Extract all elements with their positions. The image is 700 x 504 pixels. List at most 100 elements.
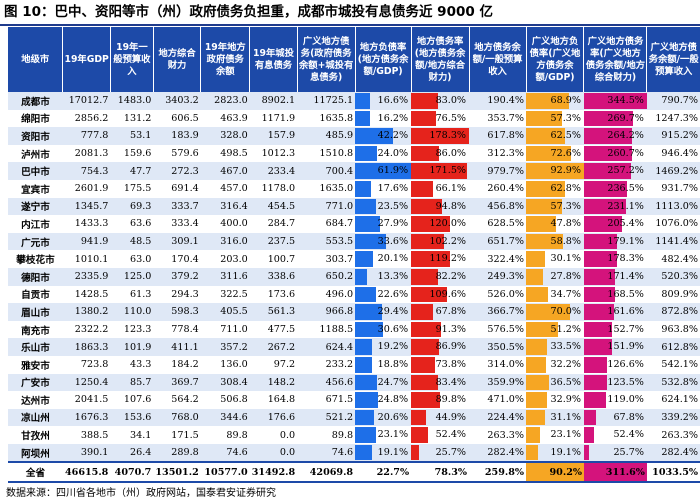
debt-fin-bar (411, 93, 439, 109)
broad-gdp-cell: 72.6% (526, 144, 584, 163)
budget-revenue-cell: 110.0 (110, 303, 154, 321)
debt-budget-cell: 259.8% (469, 461, 527, 484)
debt-budget-cell: 282.4% (469, 443, 527, 463)
broad-gdp-cell: 33.5% (526, 338, 584, 356)
col-header-fiscal-capacity: 地方综合财力 (153, 27, 202, 92)
broad-fin-bar (583, 145, 632, 162)
broad-fin-cell: 52.4% (583, 426, 647, 444)
debt-budget-cell: 190.4% (469, 92, 527, 110)
table-row: 广元市 941.9 48.5 309.1 316.0 237.5 553.5 33.6% 102… (8, 232, 700, 251)
debt-fin-value: 82.2% (435, 270, 467, 282)
gov-debt-cell: 311.6 (200, 267, 250, 286)
broad-fin-cell: 178.3% (583, 250, 647, 268)
debt-gdp-cell: 22.6% (355, 285, 412, 304)
broad-gdp-bar (526, 392, 547, 408)
debt-fin-bar (411, 268, 438, 285)
broad-debt-cell: 1635.0 (297, 179, 356, 198)
broad-gdp-cell: 34.7% (526, 285, 584, 304)
broad-budget-cell: 1247.3% (646, 109, 700, 128)
broad-fin-cell: 151.9% (583, 338, 647, 356)
table-row: 遂宁市 1345.7 69.3 333.7 316.4 454.5 771.0 23.5% 94… (8, 197, 700, 216)
ctc-debt-cell: 157.9 (249, 127, 298, 145)
debt-fin-bar (411, 233, 445, 250)
table-body: 成都市 17012.7 1483.0 3403.2 2823.0 8902.1 11725.… (8, 92, 700, 484)
debt-fin-cell: 109.6% (411, 285, 470, 304)
broad-gdp-cell: 30.1% (526, 250, 584, 268)
gov-debt-cell: 74.6 (200, 443, 250, 463)
broad-gdp-value: 33.5% (550, 341, 581, 353)
broad-gdp-cell: 90.2% (526, 461, 584, 484)
col-header-gov-debt: 19年地方政府债务余额 (200, 27, 251, 92)
debt-fin-value: 171.5% (429, 165, 467, 177)
debt-gdp-bar (355, 93, 371, 109)
debt-gdp-cell: 13.3% (355, 267, 412, 286)
broad-debt-cell: 1510.8 (297, 144, 356, 163)
broad-gdp-cell: 19.1% (526, 443, 584, 463)
broad-fin-bar (583, 128, 633, 144)
gov-debt-cell: 328.0 (200, 127, 250, 145)
gdp-cell: 1010.1 (62, 250, 111, 268)
source-note: 数据来源：四川省各地市（州）政府网站，国泰君安证券研究 (6, 488, 276, 499)
broad-gdp-bar (526, 286, 548, 303)
debt-fin-value: 83.0% (435, 95, 467, 106)
debt-gdp-value: 19.1% (377, 446, 409, 458)
broad-debt-cell: 11725.1 (297, 92, 356, 110)
debt-gdp-bar (355, 163, 412, 179)
ctc-debt-cell: 148.2 (249, 373, 298, 392)
gdp-cell: 390.1 (62, 443, 111, 463)
fiscal-capacity-cell: 184.2 (153, 355, 201, 374)
broad-budget-cell: 931.7% (646, 179, 700, 198)
debt-gdp-bar (355, 110, 370, 127)
budget-revenue-cell: 26.4 (110, 443, 154, 463)
city-cell: 凉山州 (8, 408, 63, 427)
budget-revenue-cell: 4070.7 (110, 461, 154, 484)
city-cell: 遂宁市 (8, 197, 63, 216)
broad-debt-cell: 771.0 (297, 197, 356, 216)
debt-fin-value: 119.2% (429, 253, 467, 265)
gov-debt-cell: 10577.0 (200, 461, 250, 484)
broad-debt-cell: 700.4 (297, 162, 356, 180)
gov-debt-cell: 322.5 (200, 285, 250, 304)
broad-fin-bar (583, 392, 606, 408)
debt-gdp-cell: 27.9% (355, 215, 412, 233)
debt-gdp-cell: 30.6% (355, 320, 412, 339)
broad-fin-value: 123.5% (607, 376, 644, 388)
city-cell: 眉山市 (8, 303, 63, 321)
broad-gdp-bar (526, 251, 545, 267)
col-header-ctc-debt: 19年城投有息债务 (249, 27, 298, 92)
broad-gdp-value: 62.8% (550, 182, 581, 194)
broad-budget-cell: 963.8% (646, 320, 700, 339)
debt-gdp-value: 22.6% (377, 288, 409, 300)
broad-debt-cell: 496.0 (297, 285, 356, 304)
col-header-broad-gdp: 广义地方负债率(广义地方债务余额/GDP) (526, 27, 585, 92)
debt-gdp-value: 29.4% (377, 306, 409, 318)
broad-gdp-bar (526, 356, 547, 373)
debt-fin-bar (411, 304, 434, 320)
debt-fin-value: 86.0% (435, 147, 467, 159)
debt-gdp-value: 30.6% (377, 323, 409, 335)
broad-fin-value: 152.7% (607, 323, 644, 335)
ctc-debt-cell: 338.6 (249, 267, 298, 286)
debt-gdp-cell: 20.1% (355, 250, 412, 268)
debt-fin-bar (411, 180, 433, 197)
broad-fin-value: 52.4% (613, 429, 644, 441)
broad-fin-cell: 231.1% (583, 197, 647, 216)
broad-fin-value: 231.1% (607, 200, 644, 212)
debt-budget-cell: 651.7% (469, 232, 527, 251)
broad-fin-bar (583, 427, 594, 443)
broad-debt-cell: 233.2 (297, 355, 356, 374)
broad-fin-cell: 260.7% (583, 144, 647, 163)
title-rule (0, 24, 700, 26)
broad-gdp-value: 30.1% (550, 253, 581, 265)
debt-gdp-value: 20.1% (377, 253, 409, 265)
table-row: 宜宾市 2601.9 175.5 691.4 457.0 1178.0 1635.0 17.6… (8, 179, 700, 198)
debt-gdp-value: 24.0% (377, 147, 409, 159)
broad-debt-cell: 1635.8 (297, 109, 356, 128)
broad-gdp-cell: 23.1% (526, 426, 584, 444)
total-row: 全省 46615.8 4070.7 13501.2 10577.0 31492.8 4206… (8, 461, 700, 484)
broad-gdp-value: 36.5% (550, 376, 581, 388)
debt-table: 地级市 19年GDP 19年一般预算收入 地方综合财力 19年地方政府债务余额 … (8, 27, 700, 484)
broad-gdp-cell: 92.9% (526, 162, 584, 180)
debt-gdp-cell: 17.6% (355, 179, 412, 198)
broad-gdp-bar (526, 427, 541, 443)
